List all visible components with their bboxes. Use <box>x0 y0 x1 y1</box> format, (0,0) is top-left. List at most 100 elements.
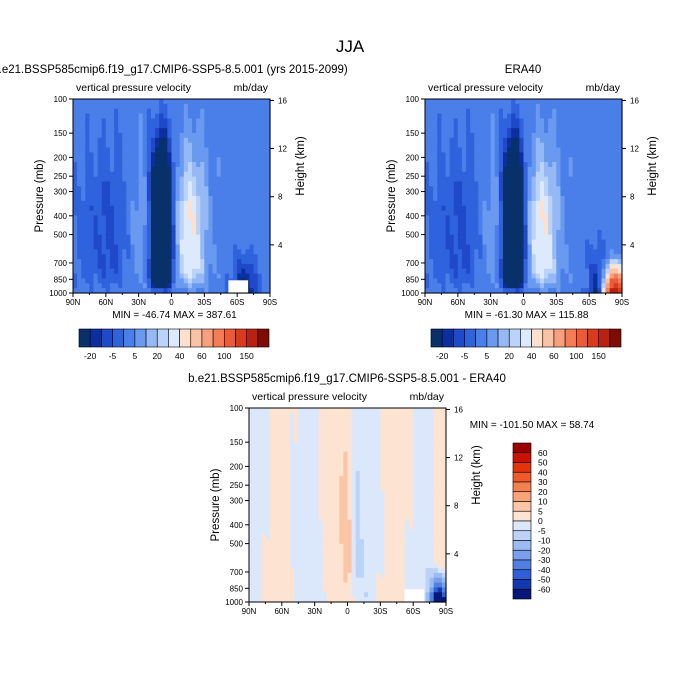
heatmap-cell <box>457 191 463 197</box>
heatmap-cell <box>548 186 553 192</box>
heatmap-cell <box>114 103 119 110</box>
lat-tick-label: 30S <box>549 298 563 307</box>
heatmap-cell <box>535 113 541 119</box>
heatmap-cell <box>204 176 210 183</box>
heatmap-cell <box>163 288 168 294</box>
lat-tick-label: 0 <box>169 298 174 307</box>
heatmap-cell <box>253 283 259 289</box>
heatmap-cell <box>564 186 570 192</box>
heatmap-cell <box>109 162 115 168</box>
heatmap-cell <box>306 427 312 433</box>
heatmap-cell <box>527 99 533 105</box>
heatmap-cell <box>597 113 603 119</box>
heatmap-cell <box>453 225 459 231</box>
heatmap-cell <box>175 152 181 158</box>
heatmap-cell <box>474 196 479 202</box>
heatmap-cell <box>580 142 586 149</box>
heatmap-cell <box>220 283 226 289</box>
heatmap-cell <box>310 529 316 535</box>
heatmap-cell <box>461 259 467 265</box>
heatmap-cell <box>179 191 185 197</box>
heatmap-cell <box>265 408 271 414</box>
heatmap-cell <box>224 103 230 110</box>
heatmap-cell <box>273 441 279 448</box>
heatmap-cell <box>281 437 287 443</box>
heatmap-cell <box>253 108 259 115</box>
heatmap-cell <box>326 514 332 521</box>
heatmap-cell <box>507 205 512 212</box>
heatmap-cell <box>179 128 185 134</box>
heatmap-cell <box>294 461 299 467</box>
heatmap-cell <box>314 558 320 564</box>
heatmap-cell <box>511 196 516 202</box>
heatmap-cell <box>257 191 263 197</box>
heatmap-cell <box>486 113 492 119</box>
heatmap-cell <box>105 254 111 260</box>
heatmap-cell <box>572 162 578 168</box>
colorbar-swatch <box>564 328 577 348</box>
heatmap-cell <box>261 254 267 260</box>
heatmap-cell <box>572 200 578 207</box>
heatmap-cell <box>216 181 222 187</box>
heatmap-cell <box>233 176 238 183</box>
heatmap-cell <box>494 234 500 241</box>
heatmap-cell <box>285 592 291 598</box>
heatmap-cell <box>150 283 156 289</box>
heatmap-cell <box>277 422 283 428</box>
heatmap-cell <box>531 254 537 260</box>
heatmap-cell <box>564 103 570 110</box>
heatmap-cell <box>474 283 479 289</box>
heatmap-cell <box>515 254 520 260</box>
heatmap-cell <box>433 103 438 110</box>
heatmap-cell <box>290 582 295 589</box>
heatmap-cell <box>347 471 353 477</box>
heatmap-cell <box>511 278 516 284</box>
heatmap-cell <box>73 186 78 192</box>
heatmap-cell <box>326 563 332 569</box>
heatmap-cell <box>318 553 324 559</box>
heatmap-cell <box>335 408 340 414</box>
heatmap-cell <box>204 268 210 275</box>
heatmap-cell <box>322 451 328 458</box>
heatmap-cell <box>552 147 557 153</box>
heatmap-cell <box>146 210 152 216</box>
heatmap-cell <box>126 200 132 207</box>
heatmap-cell <box>269 500 275 506</box>
heatmap-cell <box>568 278 574 284</box>
heatmap-cell <box>531 103 537 110</box>
heatmap-cell <box>155 186 160 192</box>
heatmap-cell <box>175 263 181 270</box>
heatmap-cell <box>441 268 447 275</box>
heatmap-cell <box>335 514 340 521</box>
heatmap-cell <box>502 152 508 158</box>
heatmap-cell <box>175 108 181 115</box>
heatmap-cell <box>269 437 275 443</box>
heatmap-cell <box>257 427 262 433</box>
heatmap-cell <box>441 200 447 207</box>
heatmap-cell <box>515 147 520 153</box>
heatmap-cell <box>560 268 566 275</box>
heatmap-cell <box>539 152 545 158</box>
heatmap-cell <box>253 558 258 564</box>
heatmap-cell <box>249 456 254 462</box>
heatmap-cell <box>277 466 283 472</box>
heatmap-cell <box>556 278 562 284</box>
heatmap-cell <box>142 215 148 221</box>
heatmap-cell <box>511 229 516 236</box>
heatmap-cell <box>585 176 590 183</box>
heatmap-cell <box>482 118 488 124</box>
heatmap-cell <box>507 234 512 241</box>
heatmap-cell <box>146 99 152 105</box>
heatmap-cell <box>212 147 218 153</box>
heatmap-cell <box>478 229 484 236</box>
heatmap-cell <box>482 249 488 255</box>
heatmap-cell <box>187 142 193 149</box>
heatmap-cell <box>269 451 275 458</box>
min-max-stats: MIN = -46.74 MAX = 387.61 <box>112 310 237 321</box>
heatmap-cell <box>122 220 127 226</box>
heatmap-cell <box>200 157 205 163</box>
heatmap-cell <box>294 514 299 521</box>
heatmap-cell <box>216 273 222 280</box>
heatmap-cell <box>253 166 259 173</box>
heatmap-cell <box>556 99 562 105</box>
